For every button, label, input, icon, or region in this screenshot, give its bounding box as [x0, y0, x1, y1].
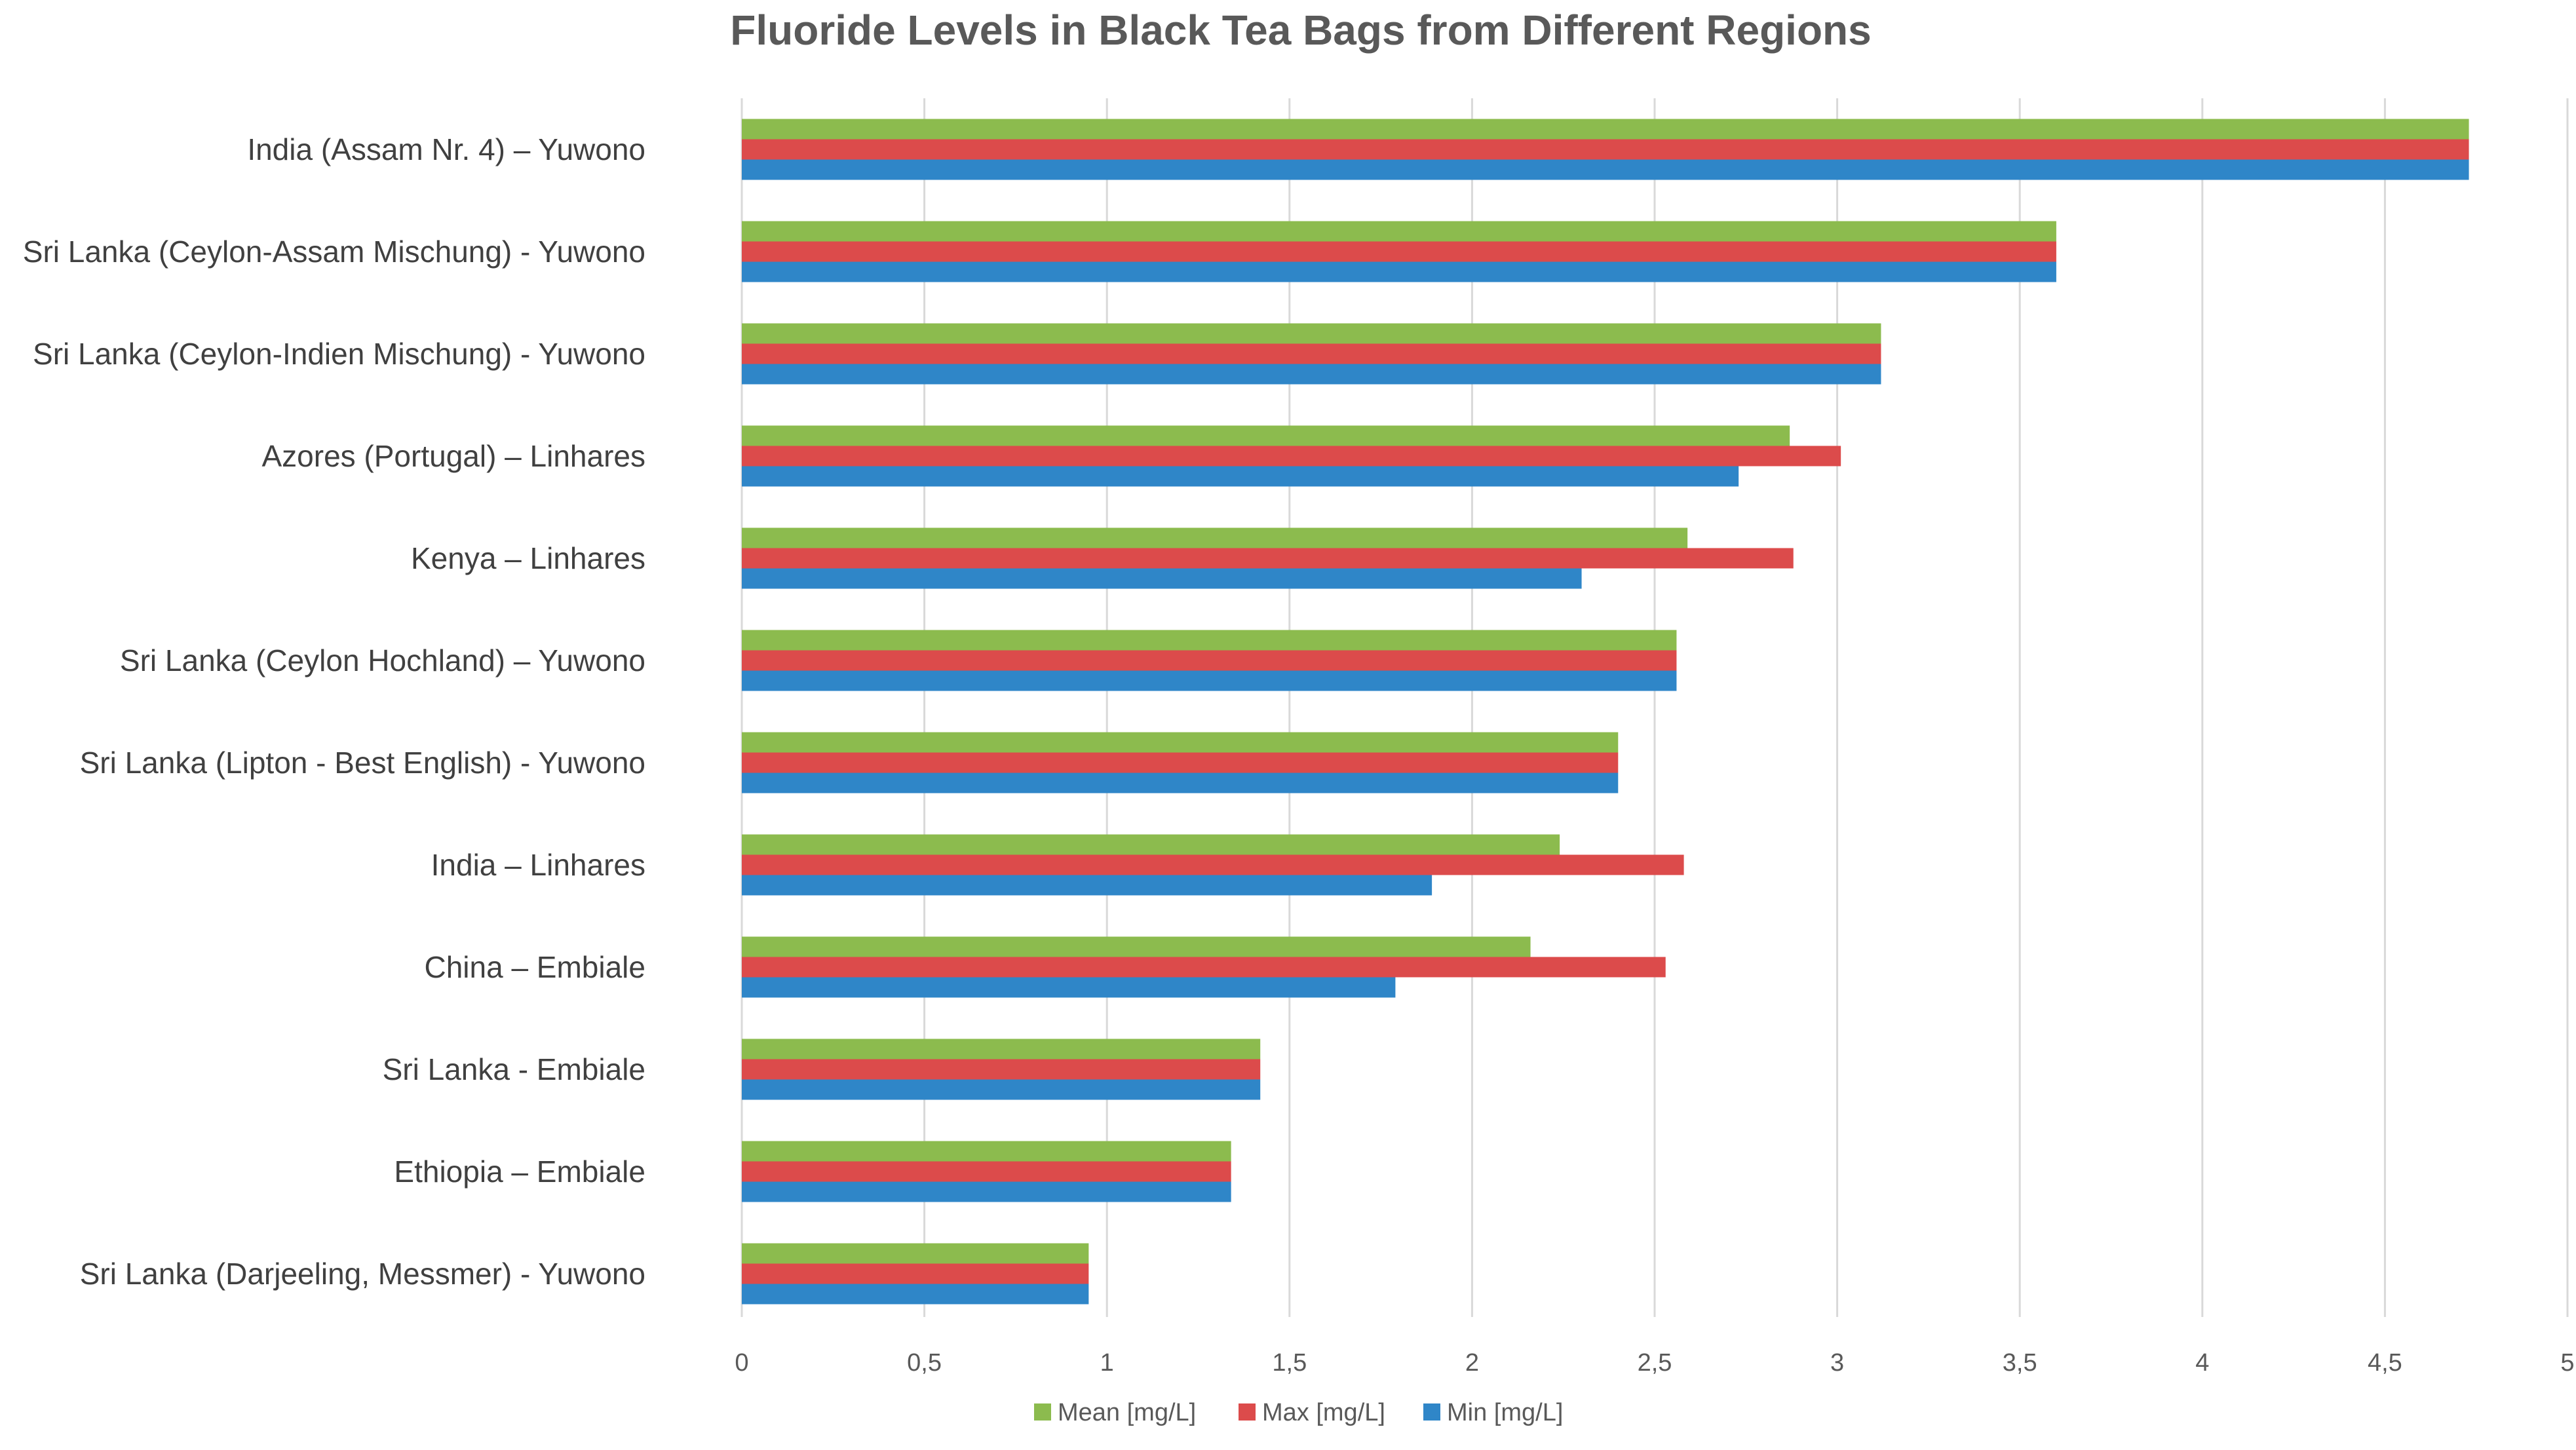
category-label-11: Sri Lanka (Darjeeling, Messmer) - Yuwono	[80, 1257, 645, 1291]
bars	[742, 119, 2469, 1305]
bar-mean-7	[742, 834, 1560, 855]
chart-title: Fluoride Levels in Black Tea Bags from D…	[730, 7, 1871, 54]
bar-mean-1	[742, 221, 2056, 242]
bar-min-3	[742, 466, 1739, 487]
legend-swatch-max	[1239, 1403, 1256, 1421]
bar-min-2	[742, 364, 1881, 385]
x-tick-label-4: 2	[1465, 1349, 1479, 1377]
gridlines	[740, 98, 2569, 1317]
legend-label-max: Max [mg/L]	[1262, 1399, 1385, 1426]
x-axis-tick-labels: 0 0,5 1 1,5 2 2,5 3 3,5 4 4,5 5	[735, 1349, 2574, 1377]
bar-min-7	[742, 875, 1432, 896]
x-tick-label-7: 3,5	[2003, 1349, 2037, 1377]
category-label-0: India (Assam Nr. 4) – Yuwono	[247, 132, 645, 166]
bar-max-10	[742, 1161, 1231, 1182]
bar-max-0	[742, 139, 2469, 160]
category-labels: India (Assam Nr. 4) – Yuwono Sri Lanka (C…	[23, 132, 645, 1291]
bar-max-2	[742, 343, 1881, 364]
legend: Mean [mg/L] Max [mg/L] Min [mg/L]	[1034, 1399, 1563, 1426]
legend-swatch-min	[1423, 1403, 1440, 1421]
x-tick-label-2: 1	[1100, 1349, 1114, 1377]
x-tick-label-3: 1,5	[1272, 1349, 1307, 1377]
bar-min-6	[742, 773, 1619, 793]
bar-min-5	[742, 670, 1677, 691]
category-label-9: Sri Lanka - Embiale	[383, 1052, 645, 1086]
x-tick-label-9: 4,5	[2368, 1349, 2402, 1377]
bar-min-9	[742, 1079, 1261, 1100]
bar-mean-5	[742, 630, 1677, 651]
bar-max-9	[742, 1059, 1261, 1080]
bar-mean-0	[742, 119, 2469, 140]
bar-mean-3	[742, 425, 1790, 446]
category-label-3: Azores (Portugal) – Linhares	[261, 439, 645, 473]
bar-min-11	[742, 1284, 1089, 1305]
legend-swatch-mean	[1034, 1403, 1051, 1421]
bar-max-8	[742, 957, 1666, 978]
legend-label-min: Min [mg/L]	[1447, 1399, 1563, 1426]
bar-mean-11	[742, 1243, 1089, 1264]
legend-label-mean: Mean [mg/L]	[1058, 1399, 1196, 1426]
bar-mean-8	[742, 936, 1531, 957]
bar-max-11	[742, 1263, 1089, 1284]
x-tick-label-8: 4	[2195, 1349, 2209, 1377]
bar-max-6	[742, 752, 1619, 773]
category-label-2: Sri Lanka (Ceylon-Indien Mischung) - Yuw…	[33, 337, 645, 371]
category-label-8: China – Embiale	[424, 950, 645, 984]
bar-max-5	[742, 650, 1677, 671]
bar-max-7	[742, 854, 1684, 875]
x-tick-label-0: 0	[735, 1349, 748, 1377]
x-tick-label-1: 0,5	[907, 1349, 942, 1377]
category-label-6: Sri Lanka (Lipton - Best English) - Yuwo…	[80, 746, 645, 780]
bar-min-0	[742, 159, 2469, 180]
bar-min-10	[742, 1181, 1231, 1202]
bar-max-3	[742, 446, 1841, 467]
bar-mean-10	[742, 1141, 1231, 1162]
bar-mean-9	[742, 1039, 1261, 1059]
category-label-7: India – Linhares	[431, 848, 645, 882]
category-label-1: Sri Lanka (Ceylon-Assam Mischung) - Yuwo…	[23, 235, 645, 269]
x-tick-label-10: 5	[2560, 1349, 2574, 1377]
bar-min-4	[742, 568, 1582, 589]
x-tick-label-5: 2,5	[1638, 1349, 1672, 1377]
x-tick-label-6: 3	[1830, 1349, 1844, 1377]
bar-mean-2	[742, 323, 1881, 344]
bar-mean-6	[742, 732, 1619, 753]
category-label-10: Ethiopia – Embiale	[394, 1154, 645, 1189]
bar-mean-4	[742, 527, 1688, 548]
bar-max-1	[742, 241, 2056, 262]
bar-max-4	[742, 548, 1794, 569]
bar-min-8	[742, 977, 1396, 998]
bar-min-1	[742, 261, 2056, 282]
category-label-4: Kenya – Linhares	[411, 541, 645, 575]
category-label-5: Sri Lanka (Ceylon Hochland) – Yuwono	[120, 643, 645, 677]
